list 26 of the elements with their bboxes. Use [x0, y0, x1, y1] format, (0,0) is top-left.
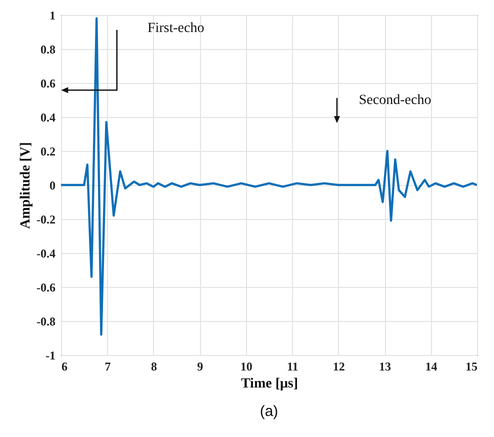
text: (a) [260, 403, 278, 420]
y-tick-label: 0.2 [40, 144, 56, 158]
x-tick-label: 8 [150, 360, 157, 374]
annotation: Second-echo [358, 93, 432, 108]
y-tick-label: 0.4 [40, 110, 56, 124]
y-tick-label: 1 [50, 8, 56, 22]
y-tick-label: -0.2 [36, 212, 56, 226]
y-tick-label: -0.4 [36, 246, 56, 260]
x-tick-label: 7 [104, 360, 111, 374]
x-axis-title: Time [μs] [240, 376, 298, 392]
x-tick-label: 10 [240, 360, 252, 374]
x-tick-label: 9 [197, 360, 204, 374]
x-tick-label: 12 [332, 360, 345, 374]
y-tick-label: 0.8 [40, 42, 56, 56]
y-tick-label: -0.8 [36, 314, 56, 328]
y-axis-title: Amplitude [V] [18, 142, 34, 229]
y-tick-label: -0.6 [36, 280, 56, 294]
y-tick-label: 0.6 [40, 76, 56, 90]
annotation: First-echo [147, 20, 204, 36]
y-tick-label: 0 [50, 178, 56, 192]
x-tick-label: 11 [286, 360, 298, 374]
x-tick-label: 6 [62, 360, 68, 374]
x-tick-label: 13 [379, 360, 392, 374]
x-tick-label: 15 [466, 360, 478, 374]
x-tick-label: 14 [425, 360, 438, 374]
y-tick-label: -1 [46, 348, 56, 362]
